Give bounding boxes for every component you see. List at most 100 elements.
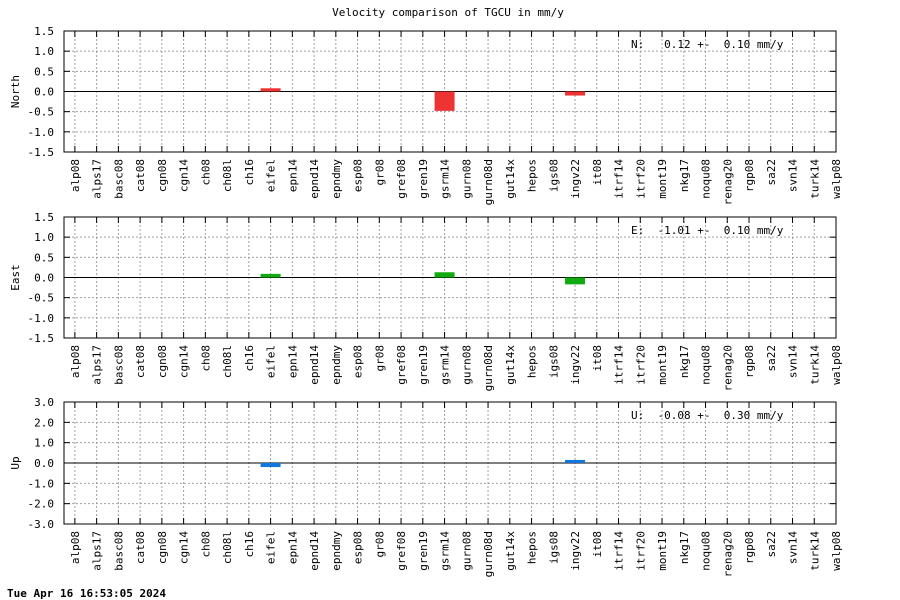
x-tick-label: epnd14 — [308, 345, 321, 385]
x-tick-label: nkg17 — [678, 159, 691, 192]
x-tick-label: sa22 — [765, 345, 778, 372]
x-tick-label: cgn14 — [178, 345, 191, 378]
panel-north: 1.5 1.0 0.5 0.0 -0.5 -1.0 -1.5 North alp08 alps17… — [9, 25, 843, 205]
x-tick-label: noqu08 — [700, 531, 713, 571]
x-tick-label: turk14 — [808, 159, 821, 199]
x-tick-label: cat08 — [134, 159, 147, 192]
y-tick-label: -2.0 — [28, 498, 55, 511]
x-tick-label: svn14 — [787, 531, 800, 564]
x-tick-label: nkg17 — [678, 531, 691, 564]
x-tick-label: gren19 — [417, 159, 430, 199]
y-tick-label: 1.0 — [34, 45, 54, 58]
x-tick-label: esp08 — [352, 159, 365, 192]
x-tick-label: epn14 — [286, 531, 299, 564]
x-tick-label: gurn08 — [460, 531, 473, 571]
x-tick-label: noqu08 — [700, 345, 713, 385]
x-tick-label: noqu08 — [700, 159, 713, 199]
x-tick-label: epnd14 — [308, 531, 321, 571]
x-tick-label: gren19 — [417, 531, 430, 571]
timestamp: Tue Apr 16 16:53:05 2024 — [7, 587, 166, 600]
x-tick-label: gren19 — [417, 345, 430, 385]
x-tick-label: alp08 — [69, 345, 82, 378]
y-tick-label: 1.0 — [34, 437, 54, 450]
x-tick-label: gr08 — [373, 345, 386, 372]
x-tick-label: gut14x — [504, 345, 517, 385]
x-tick-label: gref08 — [395, 345, 408, 385]
y-tick-label: 0.0 — [34, 457, 54, 470]
y-tick-label: -0.5 — [28, 292, 55, 305]
x-tick-label: mont19 — [656, 345, 669, 385]
x-tick-label: gr08 — [373, 159, 386, 186]
x-tick-label: ch16 — [243, 345, 256, 372]
y-tick-label: 0.5 — [34, 65, 54, 78]
x-tick-label: gurn08d — [482, 531, 495, 577]
x-tick-label: mont19 — [656, 159, 669, 199]
x-tick-label: renag20 — [721, 159, 734, 205]
y-tick-label: -0.5 — [28, 106, 55, 119]
x-tick-label: cat08 — [134, 345, 147, 378]
chart-title: Velocity comparison of TGCU in mm/y — [332, 6, 564, 19]
x-tick-label: gref08 — [395, 159, 408, 199]
x-tick-label: alp08 — [69, 159, 82, 192]
x-tick-label: gurn08d — [482, 345, 495, 391]
y-tick-label: -1.0 — [28, 126, 55, 139]
y-tick-label: 0.0 — [34, 86, 54, 99]
x-tick-label: gref08 — [395, 531, 408, 571]
x-tick-label: ch08 — [199, 531, 212, 558]
x-tick-label: gsrm14 — [439, 159, 452, 199]
x-tick-label: ch08 — [199, 159, 212, 186]
panel-up: 3.0 2.0 1.0 0.0 -1.0 -2.0 -3.0 Up alp08 alps17 bas… — [9, 396, 843, 577]
x-tick-label: cgn08 — [156, 159, 169, 192]
x-tick-label: renag20 — [721, 345, 734, 391]
x-tick-label: alps17 — [91, 531, 104, 571]
x-tick-label: cat08 — [134, 531, 147, 564]
x-tick-label: ch08l — [221, 345, 234, 378]
bar-eifel — [260, 273, 281, 278]
x-tick-label: gurn08 — [460, 159, 473, 199]
x-tick-label: gr08 — [373, 531, 386, 558]
x-tick-label: turk14 — [808, 531, 821, 571]
x-tick-label: gut14x — [504, 159, 517, 199]
x-tick-label: hepos — [526, 531, 539, 564]
x-tick-label: hepos — [526, 345, 539, 378]
stats-annotation: U: -0.08 +- 0.30 mm/y — [631, 409, 784, 422]
y-tick-label: -1.0 — [28, 477, 55, 490]
x-tick-label: esp08 — [352, 531, 365, 564]
x-tick-label: itrf14 — [613, 159, 626, 199]
y-tick-label: 0.5 — [34, 251, 54, 264]
x-tick-label: alps17 — [91, 345, 104, 385]
x-tick-label: turk14 — [808, 345, 821, 385]
x-tick-label: it08 — [591, 531, 604, 558]
y-tick-label: -1.5 — [28, 332, 55, 345]
y-tick-label: -3.0 — [28, 518, 55, 531]
y-tick-label: 1.5 — [34, 25, 54, 38]
x-tick-label: eifel — [265, 159, 278, 192]
panel-east: 1.5 1.0 0.5 0.0 -0.5 -1.0 -1.5 East alp08 alps17 b… — [9, 211, 843, 391]
x-tick-label: igs08 — [547, 531, 560, 564]
y-axis-label: Up — [9, 456, 22, 469]
stats-annotation: N: 0.12 +- 0.10 mm/y — [631, 38, 784, 51]
x-tick-label: it08 — [591, 345, 604, 372]
x-tick-label: gsrm14 — [439, 345, 452, 385]
y-axis-label: East — [9, 264, 22, 291]
x-tick-label: basc08 — [112, 345, 125, 385]
x-tick-label: epnd14 — [308, 159, 321, 199]
x-tick-label: rgp08 — [743, 531, 756, 564]
x-tick-label: hepos — [526, 159, 539, 192]
x-tick-label: itrf20 — [634, 345, 647, 385]
x-tick-label: cgn08 — [156, 345, 169, 378]
x-tick-label: epndmy — [330, 531, 343, 571]
bar-eifel — [260, 88, 281, 92]
x-tick-label: ingv22 — [569, 345, 582, 385]
x-tick-label: itrf14 — [613, 531, 626, 571]
x-tick-label: igs08 — [547, 159, 560, 192]
y-tick-label: 0.0 — [34, 272, 54, 285]
x-tick-label: esp08 — [352, 345, 365, 378]
x-tick-label: ingv22 — [569, 531, 582, 571]
stats-annotation: E: -1.01 +- 0.10 mm/y — [631, 224, 784, 237]
x-tick-label: alp08 — [69, 531, 82, 564]
x-tick-label: eifel — [265, 531, 278, 564]
x-tick-label: igs08 — [547, 345, 560, 378]
bar-ingv22 — [565, 459, 586, 463]
